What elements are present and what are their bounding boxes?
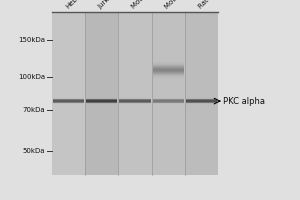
Bar [153, 69, 184, 70]
Bar [53, 101, 84, 102]
Bar [153, 101, 184, 102]
Bar [153, 65, 184, 66]
Bar [119, 99, 151, 100]
Bar [86, 96, 117, 97]
Text: 100kDa: 100kDa [18, 74, 45, 80]
Text: 50kDa: 50kDa [22, 148, 45, 154]
Bar [52, 12, 85, 175]
Bar [186, 99, 217, 100]
Bar [86, 102, 117, 103]
Bar [53, 99, 84, 100]
Bar [153, 72, 184, 73]
Bar [153, 64, 184, 65]
Bar [153, 67, 184, 68]
Bar [86, 100, 117, 101]
Bar [152, 12, 185, 175]
Bar [119, 102, 151, 103]
Bar [153, 96, 184, 97]
Bar [53, 98, 84, 99]
Bar [119, 102, 151, 103]
Bar [153, 61, 184, 62]
Bar [119, 98, 151, 99]
Bar [186, 97, 217, 98]
Bar [86, 101, 117, 102]
Bar [53, 104, 84, 105]
Bar [53, 99, 84, 100]
Bar [153, 70, 184, 71]
Bar [86, 104, 117, 105]
Bar [153, 98, 184, 99]
Bar [53, 96, 84, 97]
Text: PKC alpha: PKC alpha [223, 97, 265, 106]
Bar [153, 78, 184, 79]
Bar [186, 100, 217, 101]
Bar [86, 98, 117, 99]
Bar [153, 71, 184, 72]
Bar [153, 104, 184, 105]
Bar [153, 62, 184, 63]
Bar [153, 66, 184, 67]
Bar [53, 102, 84, 103]
Bar [53, 102, 84, 103]
Bar [153, 63, 184, 64]
Bar [85, 12, 118, 175]
Bar [186, 104, 217, 105]
Bar [53, 105, 84, 106]
Bar [119, 101, 151, 102]
Text: Mouse brain: Mouse brain [131, 0, 165, 10]
Bar [86, 105, 117, 106]
Bar [119, 96, 151, 97]
Text: 70kDa: 70kDa [22, 107, 45, 113]
Bar [153, 68, 184, 69]
Bar [153, 75, 184, 76]
Bar [118, 12, 152, 175]
Bar [119, 99, 151, 100]
Bar [53, 103, 84, 104]
Bar [186, 103, 217, 104]
Bar [86, 99, 117, 100]
Bar [153, 97, 184, 98]
Bar [153, 73, 184, 74]
Bar [153, 103, 184, 104]
Bar [86, 102, 117, 103]
Bar [186, 99, 217, 100]
Text: HeLa: HeLa [64, 0, 81, 10]
Bar [153, 100, 184, 101]
Bar [119, 104, 151, 105]
Bar [53, 100, 84, 101]
Bar [186, 102, 217, 103]
Bar [153, 105, 184, 106]
Bar [186, 102, 217, 103]
Bar [153, 76, 184, 77]
Bar [86, 99, 117, 100]
Bar [153, 77, 184, 78]
Bar [86, 97, 117, 98]
Bar [119, 100, 151, 101]
Bar [153, 102, 184, 103]
Text: Jurkat: Jurkat [98, 0, 116, 10]
Bar [86, 103, 117, 104]
Bar [119, 97, 151, 98]
Bar [153, 99, 184, 100]
Bar [119, 103, 151, 104]
Bar [185, 12, 218, 175]
Bar [186, 105, 217, 106]
Bar [186, 98, 217, 99]
Bar [119, 105, 151, 106]
Bar [53, 97, 84, 98]
Bar [153, 102, 184, 103]
Text: 150kDa: 150kDa [18, 37, 45, 43]
Bar [186, 96, 217, 97]
Bar [186, 101, 217, 102]
Bar [52, 12, 218, 175]
Text: Rat brain: Rat brain [197, 0, 224, 10]
Bar [153, 74, 184, 75]
Text: Mouse lung: Mouse lung [164, 0, 197, 10]
Bar [153, 99, 184, 100]
